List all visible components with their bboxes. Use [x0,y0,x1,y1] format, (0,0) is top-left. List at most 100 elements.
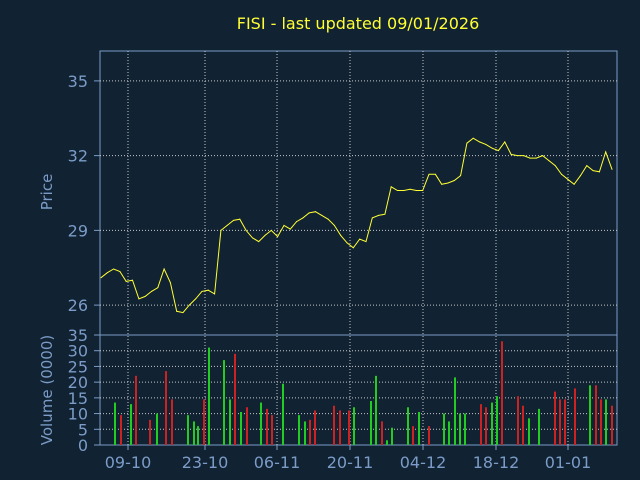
price-point [466,142,468,144]
price-point [598,171,600,173]
volume-tick-label: 25 [68,357,88,376]
volume-bar [386,440,388,445]
price-point [516,155,518,157]
price-point [504,141,506,143]
volume-bar [240,412,242,445]
price-point [245,229,247,231]
price-point [384,213,386,215]
volume-bar [298,415,300,445]
volume-bar [428,426,430,445]
volume-bar [339,410,341,445]
price-point [346,242,348,244]
price-point [460,175,462,177]
volume-tick-label: 35 [68,326,88,345]
price-point [195,298,197,300]
price-point [561,173,563,175]
volume-tick-label: 20 [68,373,88,392]
volume-bar [260,402,262,445]
volume-bar [522,405,524,445]
price-point [308,212,310,214]
volume-bar [271,415,273,445]
price-point [491,147,493,149]
volume-bar [501,341,503,445]
volume-bar [517,396,519,445]
grid-lines [94,51,617,450]
volume-tick-label: 5 [78,420,88,439]
price-point [409,188,411,190]
date-tick-label: 09-10 [105,453,152,472]
price-point [535,157,537,159]
price-point [434,173,436,175]
volume-bar [589,385,591,445]
price-point [397,190,399,192]
price-point [485,143,487,145]
price-point [428,173,430,175]
price-point [365,241,367,243]
date-tick-label: 23-10 [182,453,229,472]
volume-bar [412,426,414,445]
volume-bar [595,385,597,445]
price-point [510,153,512,155]
price-point [239,218,241,220]
price-point [586,165,588,167]
volume-bar [229,399,231,445]
price-point [258,241,260,243]
price-point [182,312,184,314]
price-point [283,224,285,226]
date-tick-label: 18-12 [473,453,520,472]
price-point [497,150,499,152]
price-point [119,270,121,272]
price-tick-label: 35 [68,72,88,91]
volume-bar [605,399,607,445]
date-tick-label: 06-11 [254,453,301,472]
volume-bar [480,404,482,445]
volume-bar [266,408,268,445]
price-point [529,157,531,159]
price-point [453,180,455,182]
price-point [390,186,392,188]
volume-bar [193,421,195,445]
volume-bar [448,421,450,445]
volume-bar [171,399,173,445]
volume-bar [496,396,498,445]
price-point [277,236,279,238]
volume-bar [464,413,466,445]
price-point [113,268,115,270]
price-panel-frame [99,50,618,336]
price-point [207,289,209,291]
price-line [100,137,613,314]
price-point [314,211,316,213]
price-point [542,155,544,157]
volume-bar [114,402,116,445]
volume-bar [208,347,210,445]
price-point [327,218,329,220]
price-point [264,234,266,236]
volume-bar [314,410,316,445]
volume-tick-label: 10 [68,405,88,424]
volume-bar [156,413,158,445]
price-point [523,155,525,157]
volume-bar [203,399,205,445]
price-point [201,290,203,292]
price-point [214,293,216,295]
price-point [422,190,424,192]
price-point [125,280,127,282]
price-point [579,175,581,177]
volume-bar [407,407,409,445]
volume-bar [611,405,613,445]
price-point [611,168,613,170]
volume-bar [309,419,311,445]
volume-bar [538,408,540,445]
volume-bar [197,426,199,445]
price-point [441,183,443,185]
volume-bar [375,375,377,445]
volume-bar [187,415,189,445]
price-point [270,229,272,231]
price-point [333,224,335,226]
volume-bar [333,405,335,445]
volume-bar [528,418,530,445]
price-point [403,190,405,192]
price-point [176,310,178,312]
price-point [169,282,171,284]
